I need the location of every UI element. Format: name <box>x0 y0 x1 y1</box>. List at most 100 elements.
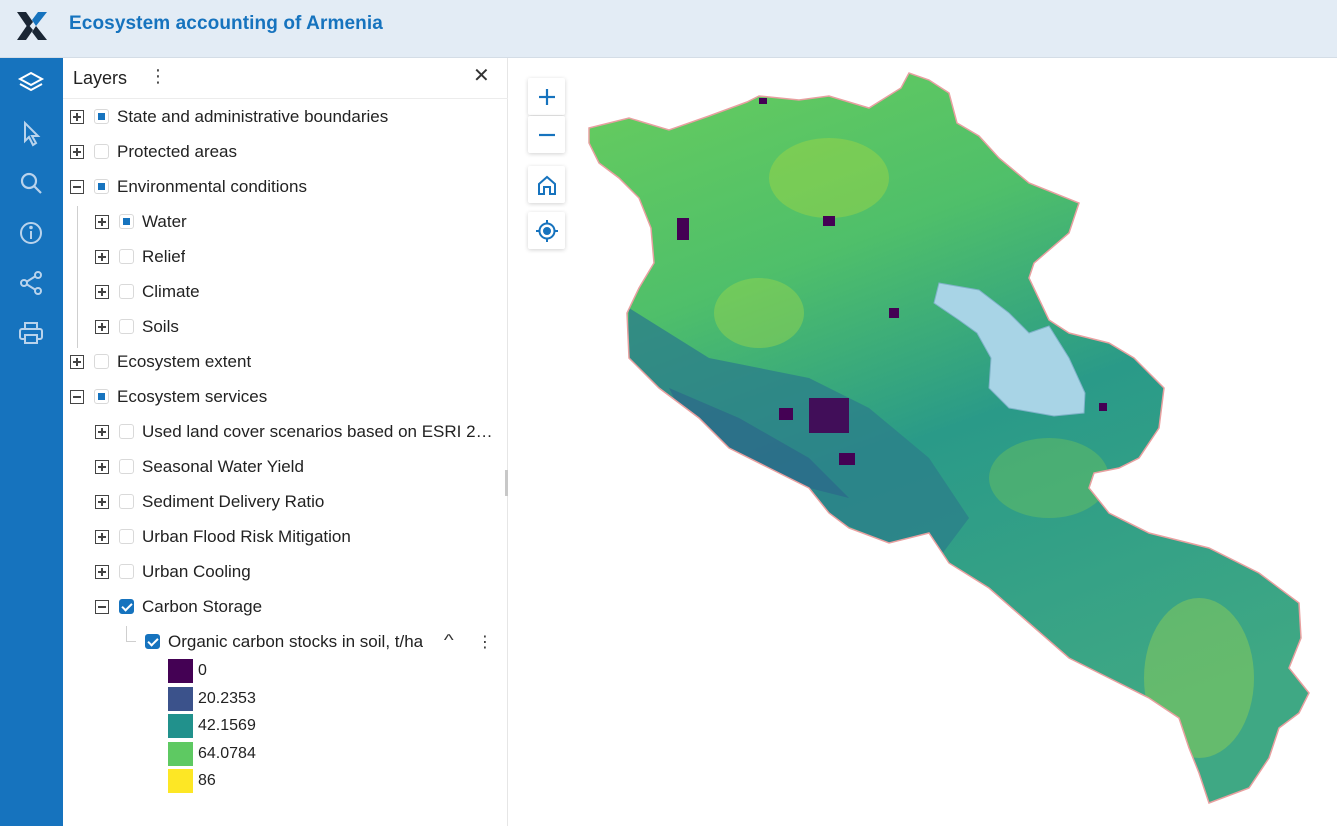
map-view[interactable] <box>509 58 1337 826</box>
layer-checkbox[interactable] <box>145 634 160 649</box>
expand-icon[interactable] <box>95 564 109 579</box>
layer-label: Used land cover scenarios based on ESRI … <box>142 421 493 441</box>
layer-checkbox[interactable] <box>119 214 134 229</box>
collapse-icon[interactable] <box>70 179 84 194</box>
zoom-out-icon <box>538 133 555 136</box>
print-tool-button[interactable] <box>12 314 50 352</box>
close-icon[interactable]: ✕ <box>473 65 490 87</box>
expand-icon[interactable] <box>95 319 109 334</box>
layer-row-urban-flood-risk[interactable]: Urban Flood Risk Mitigation <box>95 519 351 554</box>
home-icon <box>537 175 556 195</box>
tree-guide-line <box>77 206 78 348</box>
home-button[interactable] <box>528 166 565 203</box>
layer-label: Sediment Delivery Ratio <box>142 491 325 511</box>
info-tool-button[interactable] <box>12 214 50 252</box>
select-pointer-icon <box>24 120 41 147</box>
layer-checkbox[interactable] <box>119 319 134 334</box>
expand-icon[interactable] <box>95 214 109 229</box>
layer-row-organic-carbon[interactable]: Organic carbon stocks in soil, t/ha <box>145 624 423 659</box>
layer-checkbox[interactable] <box>119 529 134 544</box>
legend-label: 64.0784 <box>198 745 256 762</box>
layer-checkbox[interactable] <box>119 494 134 509</box>
expand-icon[interactable] <box>95 494 109 509</box>
x-logo-icon[interactable] <box>14 8 50 44</box>
layer-checkbox[interactable] <box>94 109 109 124</box>
layer-checkbox[interactable] <box>119 424 134 439</box>
expand-icon[interactable] <box>70 109 84 124</box>
legend-swatch <box>168 769 193 793</box>
expand-icon[interactable] <box>95 284 109 299</box>
layer-row-sediment-delivery-ratio[interactable]: Sediment Delivery Ratio <box>95 484 324 519</box>
layer-menu-icon[interactable]: ⋮ <box>477 634 493 651</box>
select-tool-button[interactable] <box>12 114 50 152</box>
layer-checkbox[interactable] <box>94 179 109 194</box>
layer-label: Urban Flood Risk Mitigation <box>142 526 351 546</box>
layer-row-carbon-storage[interactable]: Carbon Storage <box>95 589 262 624</box>
collapse-icon[interactable] <box>70 389 84 404</box>
layer-row-climate[interactable]: Climate <box>95 274 200 309</box>
panel-title: Layers <box>73 68 128 88</box>
layer-row-soils[interactable]: Soils <box>95 309 179 344</box>
left-toolbar <box>0 58 63 826</box>
layer-row-ecosystem-extent[interactable]: Ecosystem extent <box>70 344 251 379</box>
panel-menu-icon[interactable]: ⋮ <box>149 66 167 86</box>
layer-label: Relief <box>142 246 186 266</box>
expand-icon[interactable] <box>95 249 109 264</box>
zoom-in-icon <box>538 88 555 105</box>
zoom-out-button[interactable] <box>528 116 565 153</box>
layer-row-ecosystem-services[interactable]: Ecosystem services <box>70 379 267 414</box>
zoom-in-button[interactable] <box>528 78 565 115</box>
expand-icon[interactable] <box>95 424 109 439</box>
print-icon <box>19 322 43 344</box>
legend-label: 86 <box>198 772 216 789</box>
layer-checkbox[interactable] <box>119 249 134 264</box>
layer-label: Seasonal Water Yield <box>142 456 304 476</box>
layer-row-protected-areas[interactable]: Protected areas <box>70 134 237 169</box>
layer-checkbox[interactable] <box>94 389 109 404</box>
top-bar: Ecosystem accounting of Armenia <box>0 0 1337 58</box>
legend-label: 20.2353 <box>198 690 256 707</box>
locate-icon <box>535 219 558 242</box>
share-tool-button[interactable] <box>12 264 50 302</box>
collapse-legend-icon[interactable]: ^ <box>443 632 454 649</box>
layer-row-urban-cooling[interactable]: Urban Cooling <box>95 554 251 589</box>
tree-guide-line <box>126 626 127 642</box>
layer-label: Carbon Storage <box>142 596 263 616</box>
layer-row-relief[interactable]: Relief <box>95 239 185 274</box>
layer-checkbox[interactable] <box>94 144 109 159</box>
expand-icon[interactable] <box>70 144 84 159</box>
layer-row-state-boundaries[interactable]: State and administrative boundaries <box>70 99 388 134</box>
layers-tool-button[interactable] <box>12 64 50 102</box>
legend-swatch <box>168 714 193 738</box>
layer-label: Water <box>142 211 187 231</box>
layer-row-water[interactable]: Water <box>95 204 187 239</box>
layer-label: State and administrative boundaries <box>117 106 389 126</box>
layers-panel: Layers ⋮ ✕ State and administrative boun… <box>63 58 508 826</box>
info-icon <box>20 222 42 244</box>
layer-label: Organic carbon stocks in soil, t/ha <box>168 631 424 651</box>
expand-icon[interactable] <box>95 529 109 544</box>
panel-resize-handle[interactable] <box>505 470 508 496</box>
layer-row-environmental-conditions[interactable]: Environmental conditions <box>70 169 307 204</box>
layer-checkbox[interactable] <box>119 564 134 579</box>
layer-label: Environmental conditions <box>117 176 307 196</box>
layer-row-seasonal-water-yield[interactable]: Seasonal Water Yield <box>95 449 304 484</box>
layer-checkbox[interactable] <box>94 354 109 369</box>
legend-swatch <box>168 742 193 766</box>
layer-label: Ecosystem services <box>117 386 268 406</box>
expand-icon[interactable] <box>95 459 109 474</box>
layer-label: Protected areas <box>117 141 238 161</box>
share-icon <box>20 271 42 295</box>
armenia-carbon-raster <box>588 72 1310 804</box>
locate-button[interactable] <box>528 212 565 249</box>
tree-guide-line <box>126 641 136 642</box>
expand-icon[interactable] <box>70 354 84 369</box>
layer-row-land-cover-scenarios[interactable]: Used land cover scenarios based on ESRI … <box>95 414 495 449</box>
search-tool-button[interactable] <box>12 164 50 202</box>
legend-swatch <box>168 687 193 711</box>
layer-label: Soils <box>142 316 179 336</box>
layer-checkbox[interactable] <box>119 599 134 614</box>
layer-checkbox[interactable] <box>119 284 134 299</box>
collapse-icon[interactable] <box>95 599 109 614</box>
layer-checkbox[interactable] <box>119 459 134 474</box>
